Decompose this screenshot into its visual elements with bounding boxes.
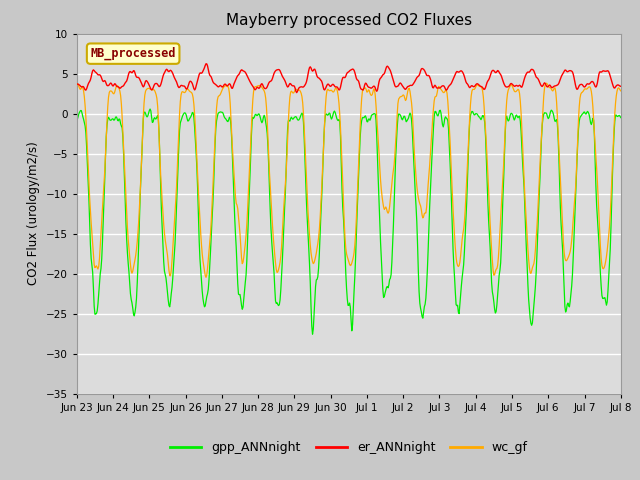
- Y-axis label: CO2 Flux (urology/m2/s): CO2 Flux (urology/m2/s): [28, 142, 40, 286]
- Text: MB_processed: MB_processed: [90, 47, 176, 60]
- Title: Mayberry processed CO2 Fluxes: Mayberry processed CO2 Fluxes: [226, 13, 472, 28]
- Legend: gpp_ANNnight, er_ANNnight, wc_gf: gpp_ANNnight, er_ANNnight, wc_gf: [165, 436, 532, 459]
